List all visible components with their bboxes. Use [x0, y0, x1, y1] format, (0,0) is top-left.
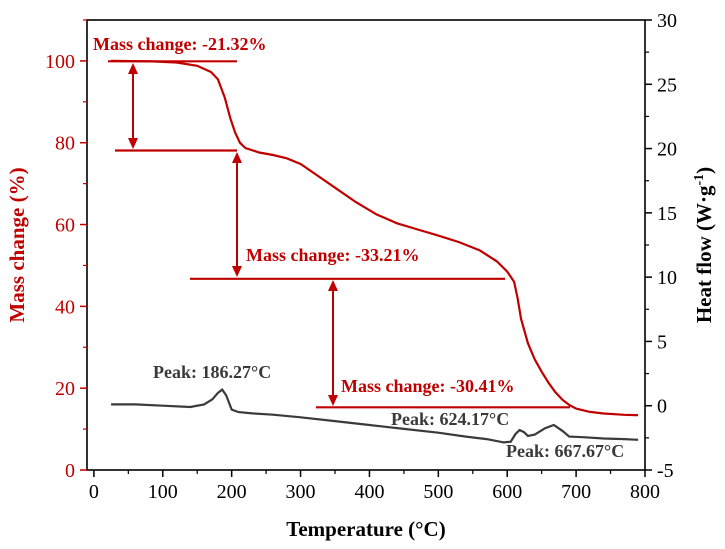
arrow-1 [128, 63, 138, 149]
right-y-tick-label-6: 25 [657, 74, 677, 96]
x-tick-label-0: 0 [89, 481, 99, 503]
x-axis-ticks: 0 100 200 300 400 500 600 700 800 [89, 470, 660, 503]
x-tick-label-8: 800 [630, 481, 660, 503]
right-y-tick-label-4: 15 [657, 203, 677, 225]
series-line-mass-change [111, 59, 639, 417]
right-y-tick-label-0: -5 [657, 460, 674, 482]
series-line-heat-flow [111, 388, 639, 444]
left-y-tick-label-4: 80 [55, 133, 75, 155]
left-y-axis-title: Mass change (%) [5, 167, 29, 322]
right-y-axis-title: Heat flow (W·g-1) [692, 167, 716, 323]
right-y-axis-title-end: ) [692, 167, 716, 174]
arrow-2 [232, 152, 242, 277]
x-tick-label-1: 100 [148, 481, 178, 503]
right-y-tick-label-1: 0 [657, 396, 667, 418]
annotation-mass-change-3: Mass change: -30.41% [341, 376, 515, 396]
right-y-axis-title-main: Heat flow (W·g [692, 185, 716, 323]
arrow-3 [328, 280, 338, 406]
x-tick-label-7: 700 [561, 481, 591, 503]
x-tick-label-2: 200 [217, 481, 247, 503]
left-y-tick-label-2: 40 [55, 296, 75, 318]
right-y-tick-label-2: 5 [657, 331, 667, 353]
right-y-axis-ticks: -5 0 5 10 15 20 25 30 [645, 10, 677, 482]
annotation-lines [108, 60, 570, 409]
right-y-tick-label-7: 30 [657, 10, 677, 32]
left-y-tick-label-0: 0 [65, 460, 75, 482]
left-y-axis-ticks: 0 20 40 60 80 100 [45, 19, 87, 482]
annotation-mass-change-2: Mass change: -33.21% [246, 245, 420, 265]
x-tick-label-6: 600 [492, 481, 522, 503]
x-tick-label-3: 300 [286, 481, 316, 503]
x-tick-label-4: 400 [354, 481, 384, 503]
annotation-peak-1: Peak: 186.27°C [153, 362, 271, 382]
left-y-tick-label-5: 100 [45, 51, 75, 73]
right-y-axis-title-sup: -1 [692, 174, 707, 186]
annotation-mass-change-1: Mass change: -21.32% [93, 34, 267, 54]
x-axis-title: Temperature (°C) [286, 517, 445, 541]
right-y-tick-label-3: 10 [657, 267, 677, 289]
x-tick-label-5: 500 [423, 481, 453, 503]
right-y-tick-label-5: 20 [657, 139, 677, 161]
left-y-tick-label-3: 60 [55, 215, 75, 237]
annotation-peak-3: Peak: 667.67°C [506, 441, 624, 461]
left-y-tick-label-1: 20 [55, 378, 75, 400]
annotation-peak-2: Peak: 624.17°C [391, 409, 509, 429]
